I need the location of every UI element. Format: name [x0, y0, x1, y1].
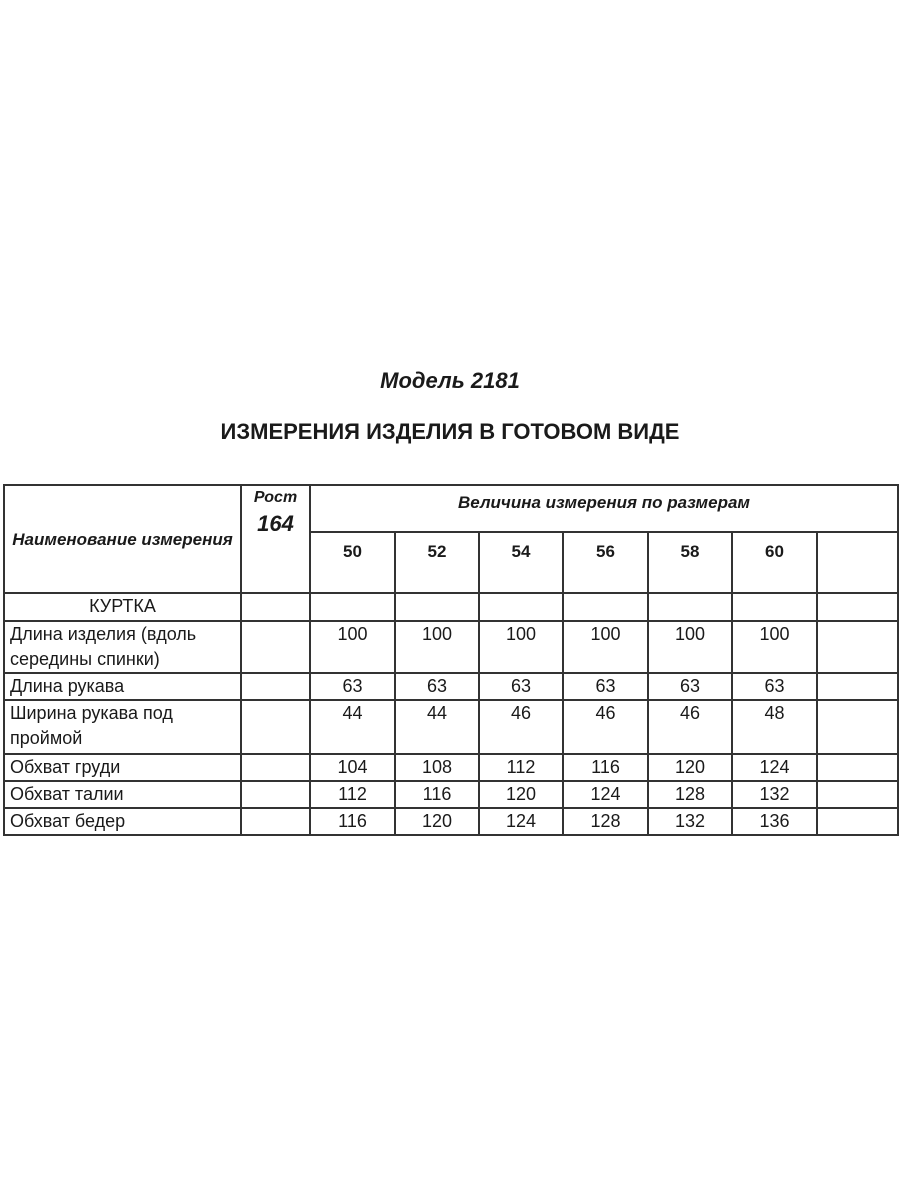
- size-header: 50: [309, 531, 396, 594]
- rost-cell: [240, 753, 311, 782]
- empty-cell: [309, 592, 396, 622]
- empty-cell: [240, 592, 311, 622]
- empty-cell: [815, 807, 900, 836]
- measurement-value: 124: [731, 753, 818, 782]
- measurement-value: 48: [731, 699, 818, 755]
- rost-label: Рост: [253, 489, 298, 506]
- measurement-value: 100: [647, 620, 733, 674]
- table-row: Длина рукава 63 63 63 63 63 63: [3, 672, 900, 701]
- measurement-name: Обхват талии: [3, 780, 242, 809]
- measurement-name: Длина рукава: [3, 672, 242, 701]
- size-header: 60: [731, 531, 818, 594]
- measurement-value: 44: [394, 699, 480, 755]
- rost-value: 164: [257, 511, 294, 536]
- measurement-value: 116: [309, 807, 396, 836]
- measurement-value: 46: [478, 699, 564, 755]
- measurement-value: 44: [309, 699, 396, 755]
- empty-cell: [394, 592, 480, 622]
- table-title: ИЗМЕРЕНИЯ ИЗДЕЛИЯ В ГОТОВОМ ВИДЕ: [220, 419, 680, 444]
- measurement-name: Ширина рукава под проймой: [3, 699, 242, 755]
- section-label: КУРТКА: [3, 592, 242, 622]
- measurement-name: Обхват груди: [3, 753, 242, 782]
- measurement-value: 100: [309, 620, 396, 674]
- measurement-value: 46: [562, 699, 649, 755]
- measurement-value: 136: [731, 807, 818, 836]
- table-row: Обхват бедер 116 120 124 128 132 136: [3, 807, 900, 836]
- empty-cell: [815, 620, 900, 674]
- empty-cell: [815, 531, 900, 594]
- measurement-name: Длина изделия (вдоль середины спинки): [3, 620, 242, 674]
- measurement-value: 63: [731, 672, 818, 701]
- measurement-value: 100: [394, 620, 480, 674]
- rost-header: Рост 164: [240, 484, 311, 594]
- measurement-value: 124: [562, 780, 649, 809]
- measurement-name: Обхват бедер: [3, 807, 242, 836]
- measurement-value: 63: [647, 672, 733, 701]
- empty-cell: [815, 592, 900, 622]
- measurement-value: 120: [394, 807, 480, 836]
- size-header: 54: [478, 531, 564, 594]
- measurement-value: 104: [309, 753, 396, 782]
- rost-cell: [240, 780, 311, 809]
- size-group-header: Величина измерения по размерам: [308, 484, 900, 533]
- table-row: Ширина рукава под проймой 44 44 46 46 46 48: [3, 699, 900, 755]
- measurements-table: Наименование измерения Рост 164 Величина…: [3, 484, 900, 836]
- measurement-value: 100: [478, 620, 564, 674]
- measurement-value: 108: [394, 753, 480, 782]
- measurement-value: 120: [478, 780, 564, 809]
- measurement-value: 112: [309, 780, 396, 809]
- size-header: 52: [394, 531, 480, 594]
- rost-cell: [240, 699, 311, 755]
- rost-cell: [240, 620, 311, 674]
- rost-cell: [240, 672, 311, 701]
- table-row: Длина изделия (вдоль середины спинки) 100…: [3, 620, 900, 674]
- empty-cell: [478, 592, 564, 622]
- measurement-value: 63: [309, 672, 396, 701]
- empty-cell: [647, 592, 733, 622]
- measurement-value: 116: [394, 780, 480, 809]
- empty-cell: [731, 592, 818, 622]
- name-header: Наименование измерения: [3, 484, 242, 594]
- size-header: 56: [562, 531, 649, 594]
- empty-cell: [815, 699, 900, 755]
- measurement-value: 46: [647, 699, 733, 755]
- measurement-value: 132: [647, 807, 733, 836]
- empty-cell: [562, 592, 649, 622]
- empty-cell: [815, 780, 900, 809]
- size-header: 58: [647, 531, 733, 594]
- measurement-value: 128: [562, 807, 649, 836]
- measurement-value: 63: [562, 672, 649, 701]
- empty-cell: [815, 672, 900, 701]
- measurement-value: 63: [394, 672, 480, 701]
- measurement-value: 100: [562, 620, 649, 674]
- measurement-value: 100: [731, 620, 818, 674]
- table-row: Обхват талии 112 116 120 124 128 132: [3, 780, 900, 809]
- measurement-value: 112: [478, 753, 564, 782]
- measurement-value: 116: [562, 753, 649, 782]
- measurement-value: 124: [478, 807, 564, 836]
- measurement-value: 120: [647, 753, 733, 782]
- measurement-value: 132: [731, 780, 818, 809]
- table-row: Обхват груди 104 108 112 116 120 124: [3, 753, 900, 782]
- model-title: Модель 2181: [380, 368, 520, 393]
- measurement-value: 63: [478, 672, 564, 701]
- measurement-value: 128: [647, 780, 733, 809]
- rost-cell: [240, 807, 311, 836]
- empty-cell: [815, 753, 900, 782]
